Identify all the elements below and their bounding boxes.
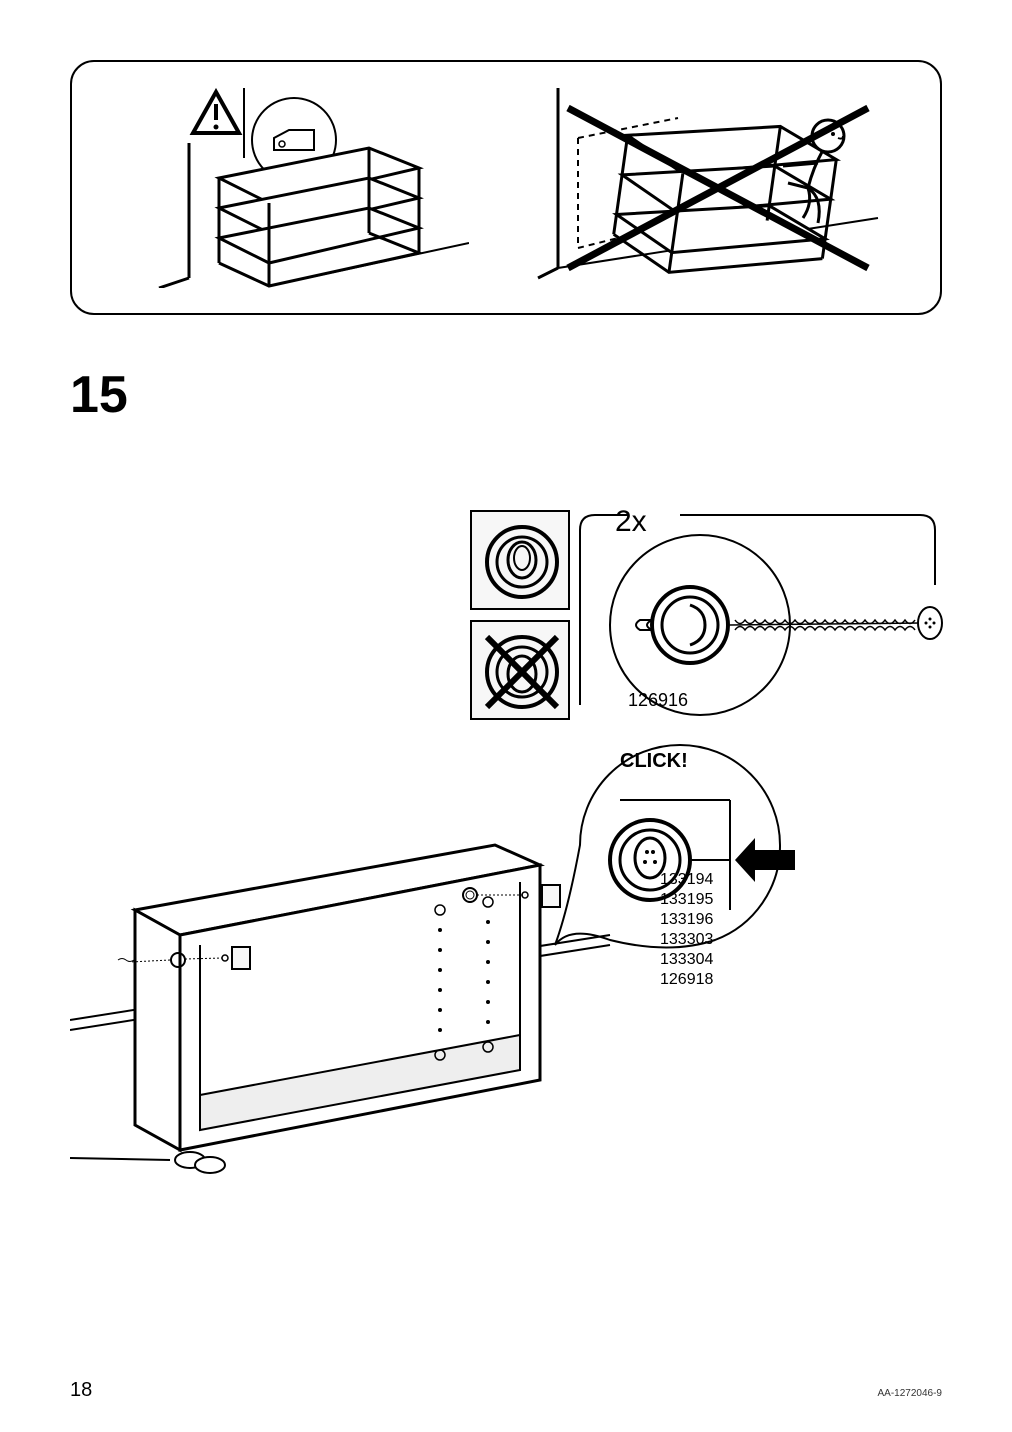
part-number-item: 133194 [660, 870, 713, 890]
cam-wrong-icon [472, 622, 572, 722]
tipping-wrong-icon [528, 88, 888, 288]
main-diagram: 2x [70, 450, 942, 1352]
cam-correct-box [470, 510, 570, 610]
cam-wrong-box [470, 620, 570, 720]
doc-id: AA-1272046-9 [878, 1388, 943, 1399]
page-footer: 18 AA-1272046-9 [70, 1379, 942, 1402]
incorrect-climbing [506, 82, 910, 293]
instruction-page: 15 2x [0, 0, 1012, 1432]
correct-anchoring [102, 82, 506, 293]
plug-parts-list: 133194 133195 133196 133303 133304 12691… [660, 870, 713, 990]
warning-panel [70, 60, 942, 315]
screw-part-number: 126916 [628, 690, 688, 711]
part-number-item: 133195 [660, 890, 713, 910]
part-number-item: 126918 [660, 970, 713, 990]
part-number-item: 133196 [660, 910, 713, 930]
furniture-iso [70, 840, 630, 1200]
part-number-item: 133304 [660, 950, 713, 970]
anchor-correct-icon [139, 88, 469, 288]
page-number: 18 [70, 1379, 92, 1402]
step-number: 15 [70, 365, 942, 425]
click-label: CLICK! [620, 750, 688, 773]
part-number-item: 133303 [660, 930, 713, 950]
cam-correct-icon [472, 512, 572, 612]
